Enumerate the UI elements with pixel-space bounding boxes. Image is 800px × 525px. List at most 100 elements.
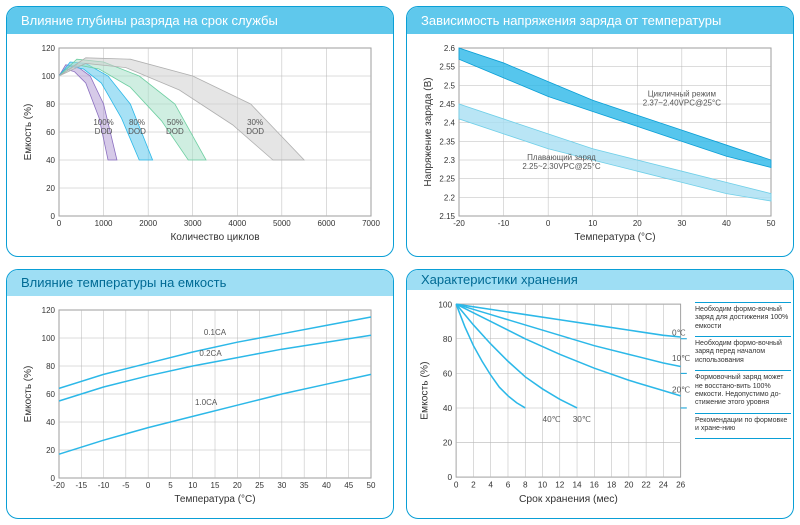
svg-text:10: 10 <box>538 480 548 489</box>
svg-text:2.37~2.40VPC@25°C: 2.37~2.40VPC@25°C <box>643 98 721 107</box>
svg-text:7000: 7000 <box>362 219 380 228</box>
svg-text:0: 0 <box>454 480 459 489</box>
svg-text:120: 120 <box>42 44 56 53</box>
svg-text:Количество циклов: Количество циклов <box>170 232 259 243</box>
svg-text:14: 14 <box>572 480 582 489</box>
chart3-area: -20-15-10-505101520253035404550020406080… <box>7 296 393 518</box>
chart2-area: -20-10010203040502.152.22.252.32.352.42.… <box>407 34 793 256</box>
svg-text:3000: 3000 <box>184 219 202 228</box>
svg-text:2.25~2.30VPC@25°C: 2.25~2.30VPC@25°C <box>522 162 600 171</box>
svg-text:40: 40 <box>46 156 55 165</box>
svg-text:0: 0 <box>57 219 62 228</box>
svg-text:50: 50 <box>767 219 776 228</box>
svg-text:30: 30 <box>277 481 286 490</box>
legend-footer: Рекомендации по формовке и хране-нию <box>695 413 791 440</box>
svg-text:-20: -20 <box>53 481 65 490</box>
svg-text:2.35: 2.35 <box>439 137 455 146</box>
svg-text:40: 40 <box>722 219 731 228</box>
svg-text:DOD: DOD <box>95 127 113 136</box>
svg-text:Температура (°C): Температура (°C) <box>574 232 655 243</box>
svg-text:120: 120 <box>42 306 56 315</box>
svg-text:0.2CA: 0.2CA <box>199 349 222 358</box>
svg-text:-5: -5 <box>122 481 130 490</box>
svg-text:25: 25 <box>255 481 264 490</box>
svg-text:6: 6 <box>506 480 511 489</box>
svg-text:60: 60 <box>443 369 453 378</box>
svg-text:Емкость (%): Емкость (%) <box>23 103 34 160</box>
svg-text:2.2: 2.2 <box>444 193 456 202</box>
svg-text:20: 20 <box>633 219 642 228</box>
svg-text:0: 0 <box>447 473 452 482</box>
svg-text:100: 100 <box>42 72 56 81</box>
svg-text:4000: 4000 <box>228 219 246 228</box>
svg-text:35: 35 <box>300 481 309 490</box>
svg-text:30: 30 <box>677 219 686 228</box>
panel-temp-capacity: Влияние температуры на емкость -20-15-10… <box>6 269 394 520</box>
svg-text:50: 50 <box>367 481 376 490</box>
legend-80: Необходим формо-вочный заряд для достиже… <box>695 302 791 336</box>
svg-text:Плавающий заряд: Плавающий заряд <box>527 153 596 162</box>
svg-text:-20: -20 <box>453 219 465 228</box>
legend-60: Необходим формо-вочный заряд перед начал… <box>695 336 791 370</box>
svg-text:0: 0 <box>546 219 551 228</box>
svg-text:-15: -15 <box>76 481 88 490</box>
svg-text:40: 40 <box>322 481 331 490</box>
svg-text:40: 40 <box>46 418 55 427</box>
svg-text:8: 8 <box>523 480 528 489</box>
svg-text:2000: 2000 <box>139 219 157 228</box>
svg-text:80: 80 <box>443 335 453 344</box>
chart4-area: 02468101214161820222426020406080100Срок … <box>407 290 793 518</box>
svg-text:0: 0 <box>146 481 151 490</box>
svg-text:50%: 50% <box>167 118 183 127</box>
svg-text:22: 22 <box>642 480 652 489</box>
svg-text:40: 40 <box>443 404 453 413</box>
svg-text:2.15: 2.15 <box>439 212 455 221</box>
svg-text:10℃: 10℃ <box>672 354 690 363</box>
panel-header: Характеристики хранения <box>407 270 793 290</box>
legend-40: Формовочный заряд может не восстано-вить… <box>695 370 791 413</box>
svg-text:100%: 100% <box>93 118 113 127</box>
svg-text:100: 100 <box>42 334 56 343</box>
svg-text:Емкость (%): Емкость (%) <box>23 366 34 423</box>
svg-text:80: 80 <box>46 362 55 371</box>
svg-text:30%: 30% <box>247 118 263 127</box>
panel-charge-voltage: Зависимость напряжения заряда от темпера… <box>406 6 794 257</box>
svg-text:2.5: 2.5 <box>444 81 456 90</box>
panel-storage: Характеристики хранения 0246810121416182… <box>406 269 794 520</box>
svg-text:6000: 6000 <box>318 219 336 228</box>
svg-text:Температура (°C): Температура (°C) <box>174 494 255 505</box>
svg-text:2.55: 2.55 <box>439 62 455 71</box>
svg-text:60: 60 <box>46 390 55 399</box>
svg-text:DOD: DOD <box>128 127 146 136</box>
svg-text:10: 10 <box>188 481 197 490</box>
svg-text:20: 20 <box>46 446 55 455</box>
svg-text:4: 4 <box>488 480 493 489</box>
svg-text:18: 18 <box>607 480 617 489</box>
svg-text:15: 15 <box>211 481 220 490</box>
svg-text:-10: -10 <box>98 481 110 490</box>
svg-text:2: 2 <box>471 480 476 489</box>
svg-text:20: 20 <box>233 481 242 490</box>
panel-header: Зависимость напряжения заряда от темпера… <box>407 7 793 34</box>
svg-text:20: 20 <box>46 184 55 193</box>
svg-text:Напряжение заряда (В): Напряжение заряда (В) <box>423 77 434 186</box>
svg-text:1.0CA: 1.0CA <box>195 398 218 407</box>
svg-text:16: 16 <box>590 480 600 489</box>
svg-text:-10: -10 <box>498 219 510 228</box>
svg-text:1000: 1000 <box>95 219 113 228</box>
svg-text:5: 5 <box>168 481 173 490</box>
svg-text:0: 0 <box>51 212 56 221</box>
svg-text:20: 20 <box>624 480 634 489</box>
chart1-area: 0100020003000400050006000700002040608010… <box>7 34 393 256</box>
svg-text:30℃: 30℃ <box>573 415 591 424</box>
svg-text:10: 10 <box>588 219 597 228</box>
svg-text:0.1CA: 0.1CA <box>204 328 227 337</box>
svg-text:20℃: 20℃ <box>672 385 690 394</box>
svg-text:2.3: 2.3 <box>444 156 456 165</box>
svg-text:2.45: 2.45 <box>439 100 455 109</box>
svg-text:24: 24 <box>659 480 669 489</box>
svg-text:45: 45 <box>344 481 353 490</box>
panel-header: Влияние глубины разряда на срок службы <box>7 7 393 34</box>
svg-text:12: 12 <box>555 480 565 489</box>
svg-text:2.25: 2.25 <box>439 174 455 183</box>
